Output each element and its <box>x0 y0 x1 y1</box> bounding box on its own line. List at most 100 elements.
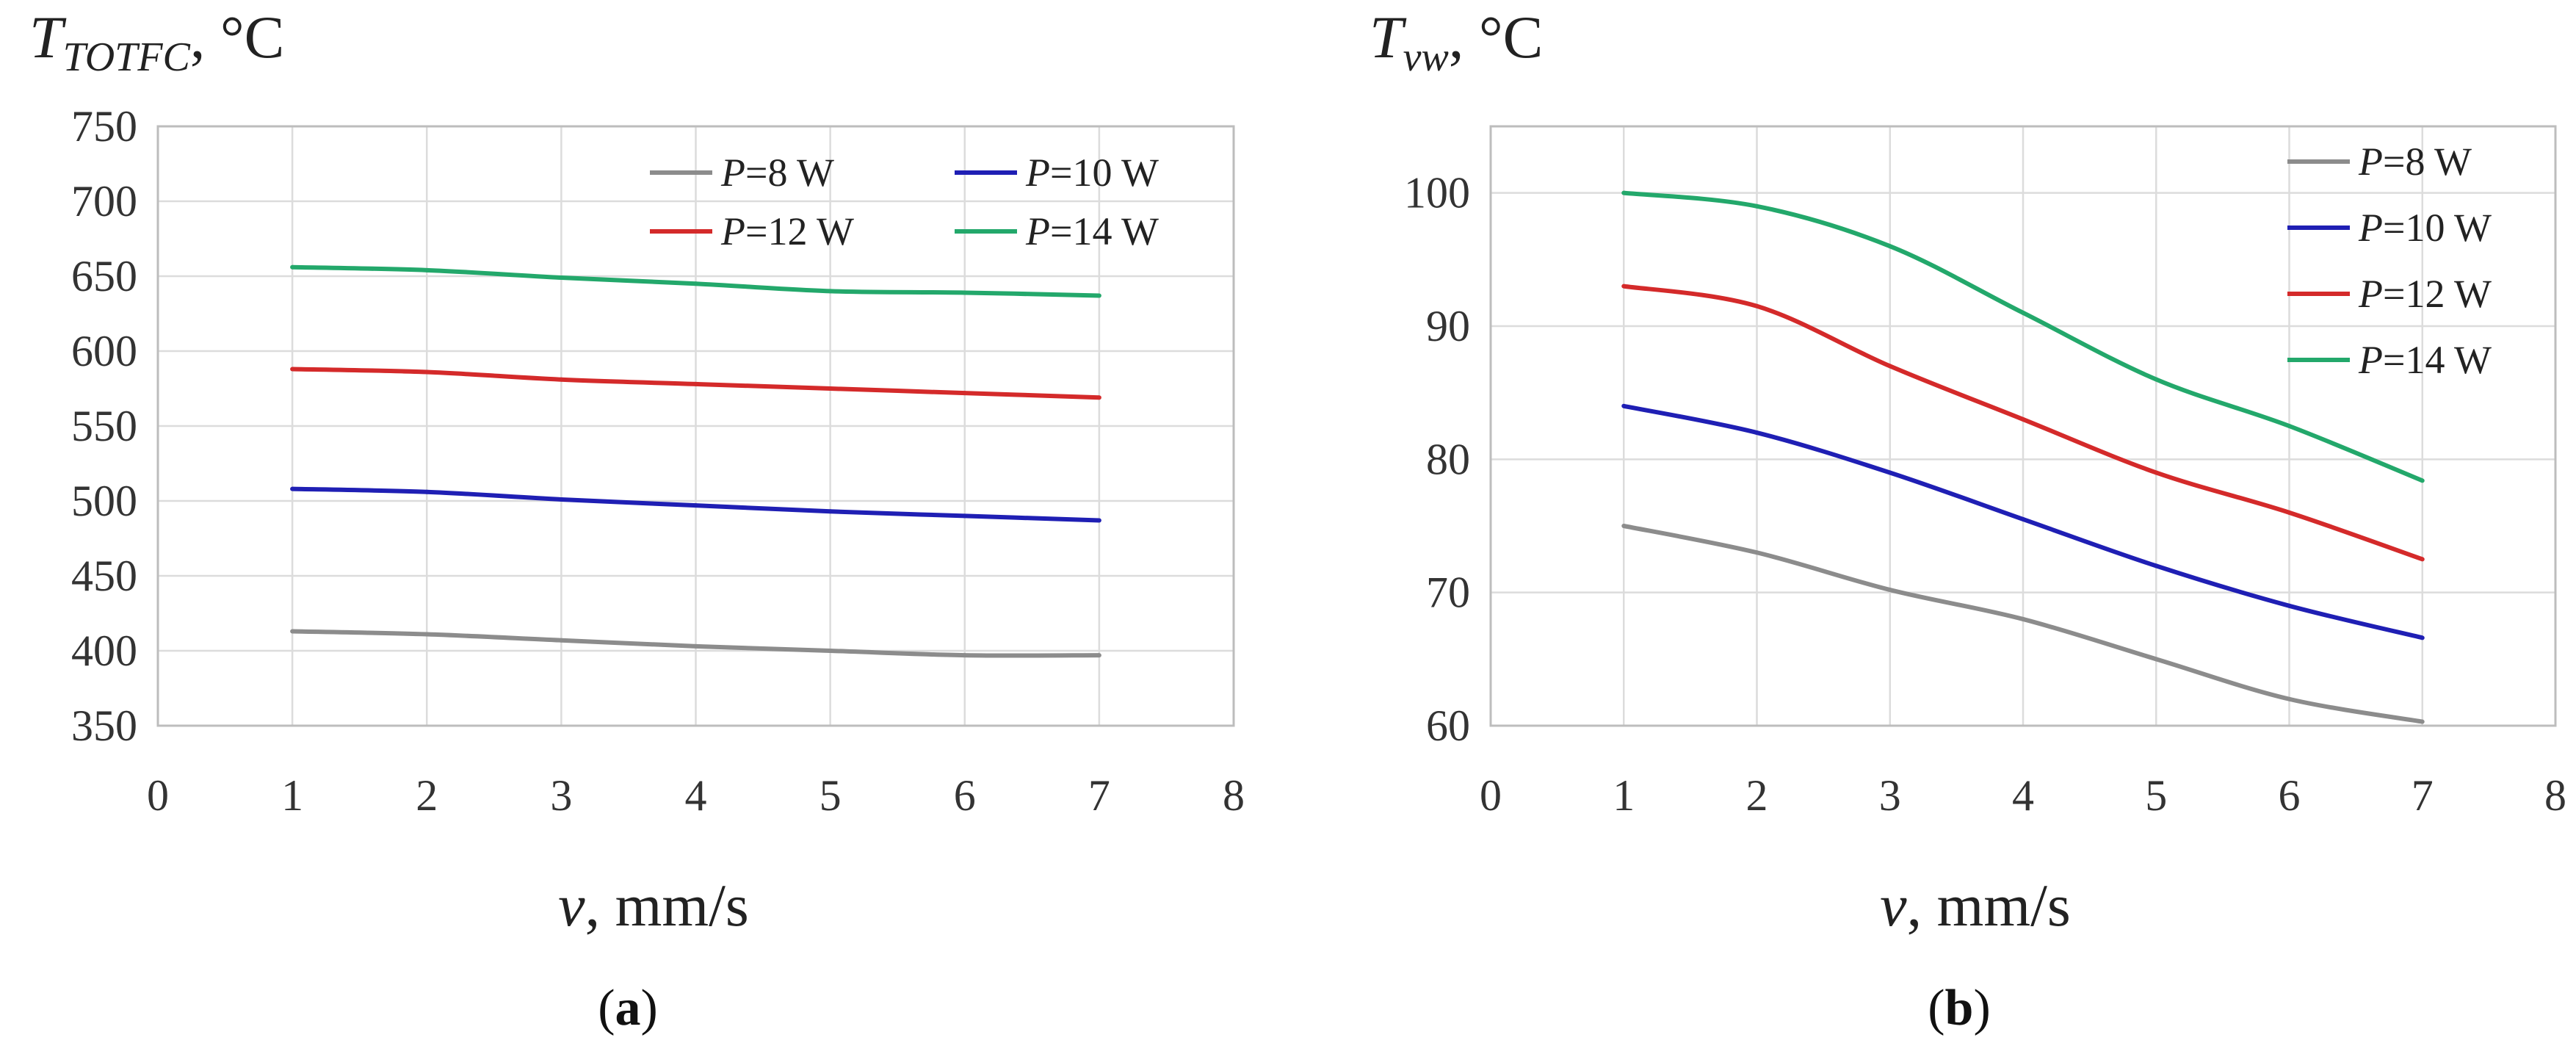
legend-entry: P=14 W <box>2358 338 2492 382</box>
data-point <box>1754 430 1759 436</box>
data-point <box>559 377 564 382</box>
data-point <box>424 489 430 494</box>
panel-label: (a) <box>598 980 658 1036</box>
y-tick-label: 400 <box>71 627 137 675</box>
x-tick-label: 3 <box>1879 771 1901 820</box>
data-point <box>2287 603 2292 608</box>
x-tick-label: 7 <box>2412 771 2434 820</box>
y-axis-title: Tvw, °C <box>1370 4 1543 80</box>
x-tick-label: 6 <box>954 771 976 820</box>
legend-entry: P=8 W <box>2358 140 2472 184</box>
panel-label: (b) <box>1928 980 1991 1036</box>
legend-entry: P=8 W <box>720 151 834 195</box>
data-point <box>290 629 295 634</box>
data-point <box>424 369 430 375</box>
y-tick-label: 550 <box>71 402 137 450</box>
chart-panel-b: 60 70 80 90 100 0 1 2 3 4 5 6 7 8 P=8 W P=10 W P=12 W P=1… <box>1370 4 2566 1036</box>
data-point <box>424 267 430 273</box>
data-point <box>1887 470 1892 475</box>
x-tick-label: 2 <box>1746 771 1768 820</box>
data-point <box>424 632 430 637</box>
data-point <box>828 649 833 653</box>
legend-entry: P=10 W <box>2358 206 2492 250</box>
plot-frame <box>156 125 1235 727</box>
data-point <box>1096 653 1101 658</box>
data-point <box>693 281 698 286</box>
x-tick-label: 8 <box>2544 771 2566 820</box>
x-tick-label: 7 <box>1088 771 1110 820</box>
data-point <box>1887 364 1892 369</box>
data-point <box>2154 470 2159 475</box>
data-point <box>2287 696 2292 701</box>
data-point <box>1096 293 1101 298</box>
data-point <box>693 503 698 508</box>
data-point <box>290 264 295 270</box>
data-point <box>2420 719 2425 724</box>
data-point <box>2021 516 2025 522</box>
x-tick-label: 4 <box>2012 771 2034 820</box>
data-point <box>693 381 698 386</box>
data-point <box>290 367 295 372</box>
data-point <box>2287 424 2292 428</box>
data-point <box>2154 563 2159 569</box>
data-point <box>2287 510 2292 515</box>
y-tick-label: 600 <box>71 327 137 375</box>
data-point <box>828 509 833 514</box>
chart-panel-a: 350 400 450 500 550 600 650 700 750 0 1 2 3 4 5 6 7 8 P=8 … <box>29 4 1245 1036</box>
x-axis-title: v, mm/s <box>1880 872 2071 939</box>
data-point <box>828 386 833 391</box>
legend-entry: P=10 W <box>1025 151 1159 195</box>
data-point <box>1887 244 1892 249</box>
x-tick-label: 5 <box>2145 771 2167 820</box>
data-point <box>962 391 967 396</box>
data-point <box>559 638 564 643</box>
data-point <box>1096 395 1101 400</box>
data-point <box>2021 416 2025 422</box>
legend-entry: P=14 W <box>1025 209 1159 253</box>
y-tick-label: 70 <box>1426 569 1470 617</box>
x-tick-label: 1 <box>1613 771 1635 820</box>
data-point <box>1754 203 1759 209</box>
y-tick-label: 750 <box>71 102 137 151</box>
data-point <box>1621 524 1627 528</box>
data-point <box>559 497 564 502</box>
data-point <box>1096 518 1101 523</box>
y-tick-label: 500 <box>71 477 137 525</box>
x-axis-title: v, mm/s <box>558 872 749 939</box>
data-point <box>2021 310 2025 315</box>
y-tick-label: 90 <box>1426 302 1470 350</box>
y-tick-label: 60 <box>1426 701 1470 750</box>
data-point <box>2420 635 2425 640</box>
y-tick-label: 350 <box>71 701 137 750</box>
data-point <box>828 289 833 294</box>
y-tick-label: 650 <box>71 252 137 300</box>
x-tick-label: 0 <box>147 771 169 820</box>
y-tick-label: 450 <box>71 552 137 600</box>
data-point <box>962 653 967 658</box>
data-point <box>290 486 295 491</box>
data-point <box>2021 616 2025 621</box>
data-point <box>1887 588 1892 593</box>
data-point <box>2154 657 2159 662</box>
legend-entry: P=12 W <box>720 209 854 253</box>
data-point <box>559 275 564 281</box>
data-point <box>1754 550 1759 555</box>
data-point <box>693 643 698 649</box>
y-tick-label: 700 <box>71 177 137 225</box>
x-tick-label: 4 <box>685 771 707 820</box>
data-point <box>1621 284 1627 289</box>
data-point <box>1621 190 1627 195</box>
x-tick-label: 2 <box>416 771 438 820</box>
x-tick-label: 6 <box>2279 771 2301 820</box>
x-tick-label: 1 <box>281 771 303 820</box>
data-point <box>2154 377 2159 382</box>
data-point <box>2420 478 2425 483</box>
x-tick-label: 5 <box>820 771 842 820</box>
y-tick-label: 80 <box>1426 435 1470 483</box>
data-point <box>962 290 967 295</box>
x-tick-label: 8 <box>1223 771 1245 820</box>
y-axis-title: TTOTFC, °C <box>29 4 284 80</box>
y-tick-label: 100 <box>1404 169 1470 217</box>
plot-frame <box>1489 125 2557 727</box>
